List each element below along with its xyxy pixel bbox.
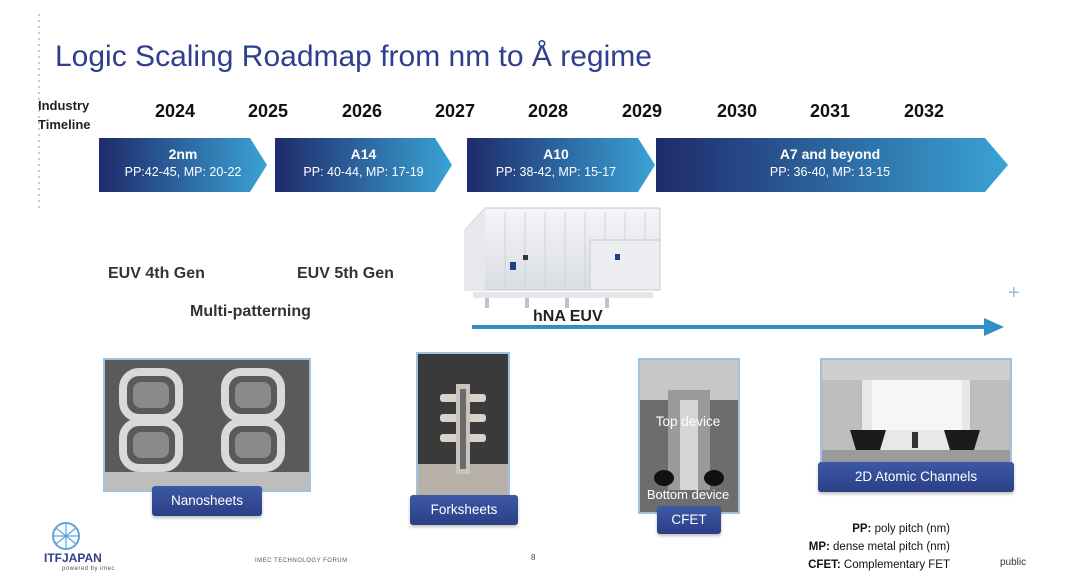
node-spec: PP: 38-42, MP: 15-17 bbox=[495, 165, 617, 179]
year-2024: 2024 bbox=[154, 101, 196, 121]
node-spec: PP: 40-44, MP: 17-19 bbox=[303, 165, 424, 179]
legend: PP: poly pitch (nm) MP: dense metal pitc… bbox=[808, 520, 950, 574]
legend-pp-text: poly pitch (nm) bbox=[874, 523, 950, 535]
tag-2d-atomic-channels: 2D Atomic Channels bbox=[818, 462, 1014, 492]
page-number: 8 bbox=[531, 553, 536, 562]
node-2nm: 2nm PP:42-45, MP: 20-22 bbox=[99, 146, 267, 179]
node-spec: PP: 36-40, MP: 13-15 bbox=[769, 165, 891, 179]
legend-mp: MP: dense metal pitch (nm) bbox=[808, 538, 950, 556]
arrow-a10 bbox=[467, 138, 655, 192]
tag-cfet: CFET bbox=[657, 506, 721, 534]
year-2030: 2030 bbox=[716, 101, 758, 121]
hna-euv-scanner-image bbox=[464, 207, 661, 308]
node-a7: A7 and beyond PP: 36-40, MP: 13-15 bbox=[680, 146, 980, 179]
classification-label: public bbox=[1000, 557, 1027, 568]
cfet-top-device-label: Top device bbox=[655, 414, 721, 429]
year-2032: 2032 bbox=[903, 101, 945, 121]
cfet-image bbox=[638, 358, 740, 514]
legend-mp-key: MP: bbox=[808, 541, 830, 553]
label-euv-4th-gen: EUV 4th Gen bbox=[108, 265, 205, 282]
legend-cfet: CFET: Complementary FET bbox=[808, 556, 950, 574]
legend-pp-key: PP: bbox=[852, 523, 872, 535]
atomic-channels-image bbox=[820, 358, 1012, 464]
label-euv-5th-gen: EUV 5th Gen bbox=[297, 265, 394, 282]
arrow-a7 bbox=[656, 138, 1008, 192]
year-2026: 2026 bbox=[341, 101, 383, 121]
timeline-label-line1: Industry bbox=[38, 98, 90, 113]
node-spec: PP:42-45, MP: 20-22 bbox=[124, 165, 242, 179]
legend-cfet-key: CFET: bbox=[808, 559, 841, 571]
year-2029: 2029 bbox=[621, 101, 663, 121]
itf-japan-logo-text: ITFJAPAN bbox=[44, 551, 102, 565]
year-2028: 2028 bbox=[527, 101, 569, 121]
forksheets-image bbox=[416, 352, 510, 502]
year-2027: 2027 bbox=[434, 101, 476, 121]
nanosheets-image bbox=[103, 358, 311, 492]
hna-euv-arrow bbox=[472, 318, 1004, 336]
cfet-bottom-device-label: Bottom device bbox=[646, 487, 730, 502]
node-name: A14 bbox=[350, 146, 377, 162]
tag-forksheets: Forksheets bbox=[410, 495, 518, 525]
legend-pp: PP: poly pitch (nm) bbox=[808, 520, 950, 538]
dotted-edge bbox=[38, 14, 40, 209]
year-2025: 2025 bbox=[247, 101, 289, 121]
timeline-label: Industry Timeline bbox=[38, 96, 91, 134]
label-multi-patterning: Multi-patterning bbox=[190, 303, 311, 320]
itf-globe-logo-icon bbox=[52, 522, 80, 550]
arrow-a14 bbox=[275, 138, 452, 192]
arrow-2nm bbox=[99, 138, 267, 192]
year-2031: 2031 bbox=[809, 101, 851, 121]
tag-nanosheets: Nanosheets bbox=[152, 486, 262, 516]
node-name: A10 bbox=[543, 146, 569, 162]
node-a14: A14 PP: 40-44, MP: 17-19 bbox=[275, 146, 452, 179]
itf-logo-subtitle: powered by imec bbox=[62, 566, 115, 572]
timeline-label-line2: Timeline bbox=[38, 117, 91, 132]
forum-name: IMEC TECHNOLOGY FORUM bbox=[255, 558, 348, 564]
plus-icon: + bbox=[1008, 282, 1020, 304]
legend-cfet-text: Complementary FET bbox=[843, 559, 950, 571]
legend-mp-text: dense metal pitch (nm) bbox=[833, 541, 950, 553]
roadmap-arrows bbox=[99, 138, 1008, 192]
page-title: Logic Scaling Roadmap from nm to Å regim… bbox=[55, 40, 652, 73]
label-hna-euv: hNA EUV bbox=[533, 308, 603, 325]
node-a10: A10 PP: 38-42, MP: 15-17 bbox=[467, 146, 645, 179]
node-name: A7 and beyond bbox=[779, 146, 881, 162]
node-name: 2nm bbox=[168, 146, 198, 162]
